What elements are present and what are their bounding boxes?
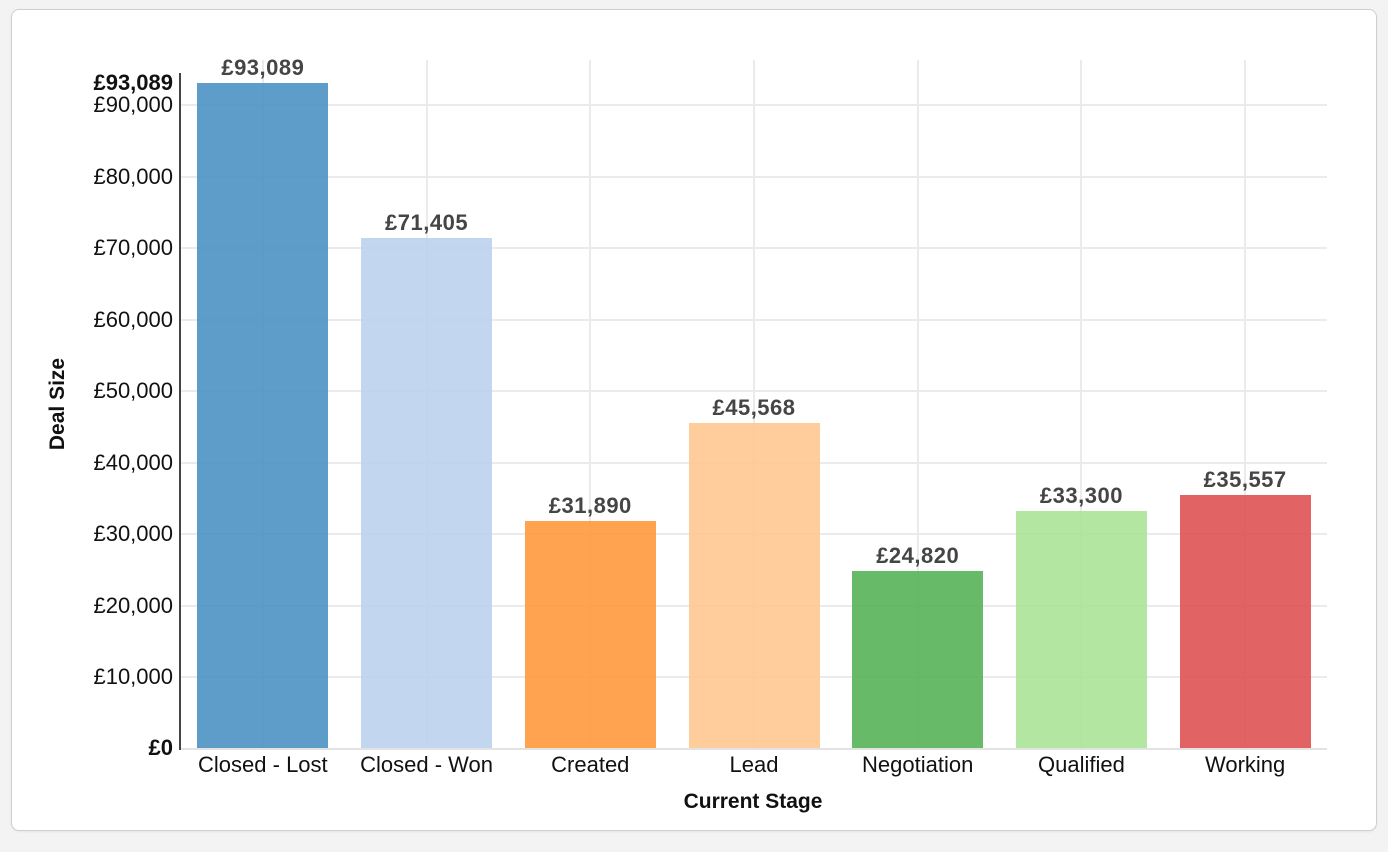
bar-working — [1179, 494, 1311, 749]
y-tick-label: £20,000 — [93, 592, 173, 618]
y-tick-label: £10,000 — [93, 664, 173, 690]
gridline-vertical — [1244, 60, 1247, 749]
y-tick-label: £60,000 — [93, 306, 173, 332]
bar-value-label: £35,557 — [1203, 466, 1287, 492]
x-tick-label: Negotiation — [862, 752, 974, 777]
x-tick-label: Created — [551, 752, 630, 777]
gridline-vertical — [1080, 60, 1083, 749]
y-tick-label: £50,000 — [93, 378, 173, 404]
x-tick-label: Closed - Lost — [198, 752, 328, 777]
y-axis-line — [179, 73, 181, 750]
bar-value-label: £33,300 — [1039, 482, 1123, 508]
y-tick-label: £80,000 — [93, 163, 173, 189]
x-tick-label: Qualified — [1038, 752, 1125, 777]
x-tick-label: Closed - Won — [360, 752, 493, 777]
bar-negotiation — [852, 571, 984, 749]
y-tick-label: £0 — [148, 735, 173, 760]
bar-value-label: £24,820 — [876, 543, 960, 569]
bar-created — [524, 520, 656, 749]
bar-closed-lost — [197, 82, 329, 749]
x-tick-label: Lead — [729, 752, 779, 777]
bar-value-label: £45,568 — [712, 394, 796, 420]
y-tick-label: £93,089 — [93, 70, 173, 95]
gridline-vertical — [753, 60, 755, 749]
y-axis-title: Deal Size — [46, 357, 69, 451]
x-tick-label: Working — [1204, 752, 1286, 777]
y-tick-label: £70,000 — [93, 235, 173, 261]
y-tick-label: £90,000 — [93, 92, 173, 117]
bar-closed-won — [361, 238, 493, 749]
gridline-vertical — [916, 60, 919, 749]
bar-value-label: £31,890 — [548, 492, 632, 518]
bar-value-label: £71,405 — [385, 210, 469, 236]
y-tick-label: £40,000 — [93, 449, 173, 475]
x-axis-baseline — [181, 748, 1327, 750]
gridline-vertical — [589, 60, 592, 749]
y-tick-label: £30,000 — [93, 521, 173, 547]
bar-lead — [688, 422, 820, 749]
bar-qualified — [1015, 510, 1147, 749]
bar-value-label: £93,089 — [221, 54, 305, 80]
x-axis-title: Current Stage — [683, 790, 823, 813]
